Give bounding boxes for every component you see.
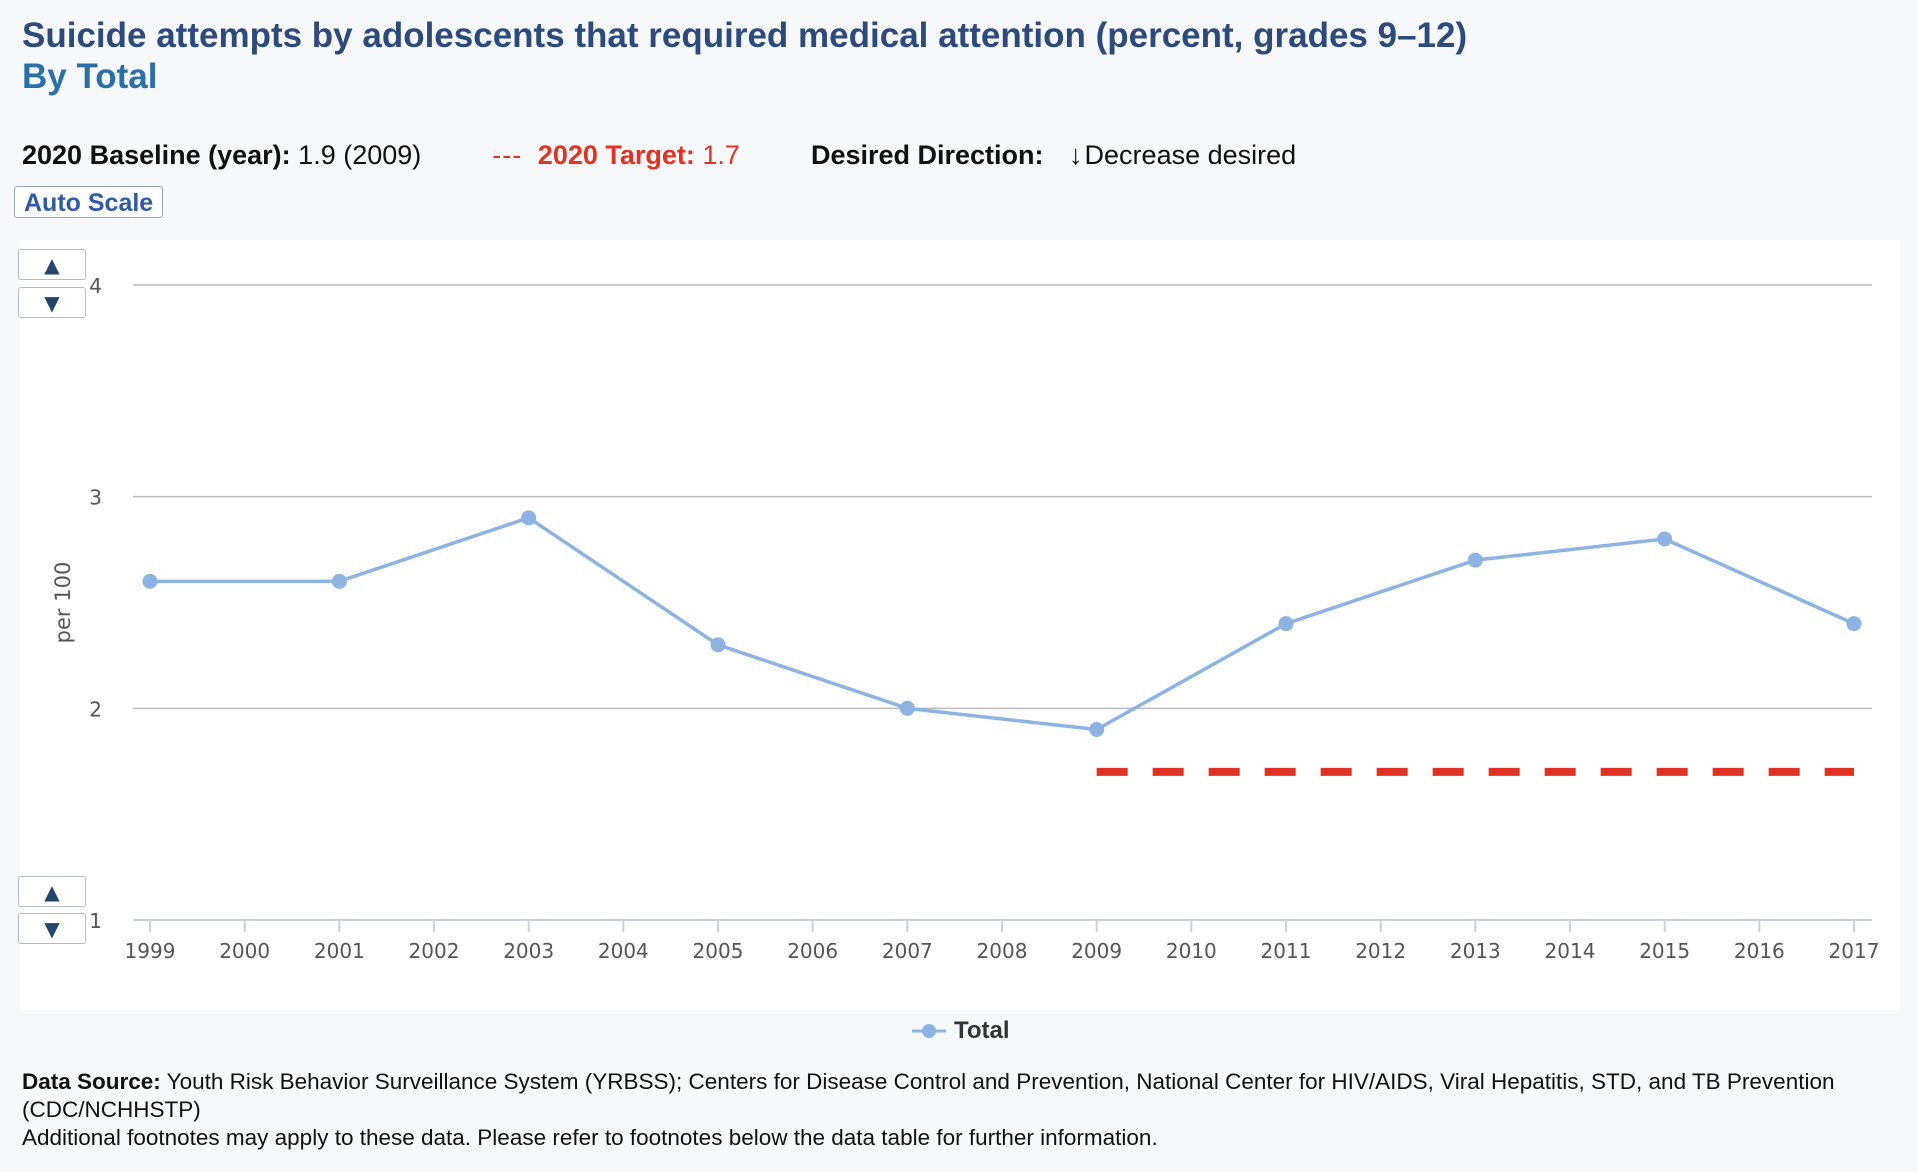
data-point-2009 (1089, 722, 1105, 737)
y-max-up-button[interactable]: ▲ (18, 249, 86, 280)
data-point-2003 (521, 510, 537, 526)
series-line-total (150, 516, 1855, 732)
page-title: Suicide attempts by adolescents that req… (22, 16, 1468, 55)
x-tick-label: 2014 (1545, 939, 1596, 963)
y-tick-label: 1 (89, 909, 102, 933)
data-point-1999 (142, 573, 158, 589)
target-dash-icon: --- (492, 140, 523, 170)
data-point-2015 (1657, 531, 1673, 547)
x-tick-label: 2015 (1639, 939, 1690, 963)
data-point-2001 (331, 573, 347, 589)
line-chart: 1 2 3 4 1999 2000 2001 2002 2003 2004 2005 2006 2007… (51, 274, 1880, 963)
x-tick-label: 2007 (882, 939, 933, 963)
y-axis-label: per 100 (51, 562, 75, 644)
x-tick-label: 2013 (1450, 939, 1501, 963)
info-row: 2020 Baseline (year): 1.9 (2009) --- 202… (22, 138, 1296, 172)
data-point-2005 (710, 637, 726, 653)
y-tick-label: 3 (89, 486, 102, 510)
x-tick-label: 2005 (693, 939, 744, 963)
x-tick-label: 2000 (219, 939, 270, 963)
x-tick-label: 2017 (1829, 939, 1880, 963)
page-subtitle: By Total (22, 57, 158, 96)
x-tick-label: 2016 (1734, 939, 1785, 963)
x-tick-label: 2002 (409, 939, 460, 963)
baseline-label: 2020 Baseline (year): (22, 140, 291, 170)
y-min-up-button[interactable]: ▲ (18, 876, 86, 907)
x-tick-label: 2012 (1355, 939, 1406, 963)
x-tick-label: 2006 (787, 939, 838, 963)
auto-scale-button[interactable]: Auto Scale (14, 186, 164, 218)
x-tick-label: 2004 (598, 939, 649, 963)
x-tick-label: 2001 (314, 939, 365, 963)
data-point-2007 (899, 700, 915, 716)
legend[interactable]: Total (912, 1014, 1010, 1048)
x-tick-label: 1999 (125, 939, 176, 963)
y-max-down-button[interactable]: ▼ (18, 287, 86, 318)
y-min-down-button[interactable]: ▼ (18, 913, 86, 944)
baseline-value: 1.9 (2009) (298, 140, 422, 170)
source-label: Data Source: (22, 1069, 161, 1094)
footer: Data Source: Youth Risk Behavior Surveil… (22, 1068, 1902, 1152)
chart-area (20, 240, 1900, 1010)
y-tick-label: 4 (89, 274, 102, 298)
source-text: Youth Risk Behavior Surveillance System … (22, 1069, 1835, 1122)
data-point-2017 (1846, 616, 1862, 632)
direction-label: Desired Direction: (810, 140, 1044, 170)
data-point-2013 (1467, 552, 1483, 568)
target-label: 2020 Target: (537, 140, 695, 170)
x-tick-label: 2011 (1261, 939, 1312, 963)
legend-series-label: Total (954, 1017, 1010, 1044)
footnote-text: Additional footnotes may apply to these … (22, 1125, 1158, 1150)
x-tick-label: 2009 (1071, 939, 1122, 963)
down-arrow-icon: ↓ (1069, 140, 1083, 170)
target-value: 1.7 (702, 140, 740, 170)
direction-value: Decrease desired (1084, 140, 1297, 170)
data-point-2011 (1278, 616, 1294, 632)
y-tick-label: 2 (89, 697, 102, 721)
x-tick-label: 2010 (1166, 939, 1217, 963)
x-tick-label: 2008 (977, 939, 1028, 963)
x-tick-label: 2003 (503, 939, 554, 963)
legend-line-marker-icon (912, 1024, 946, 1038)
